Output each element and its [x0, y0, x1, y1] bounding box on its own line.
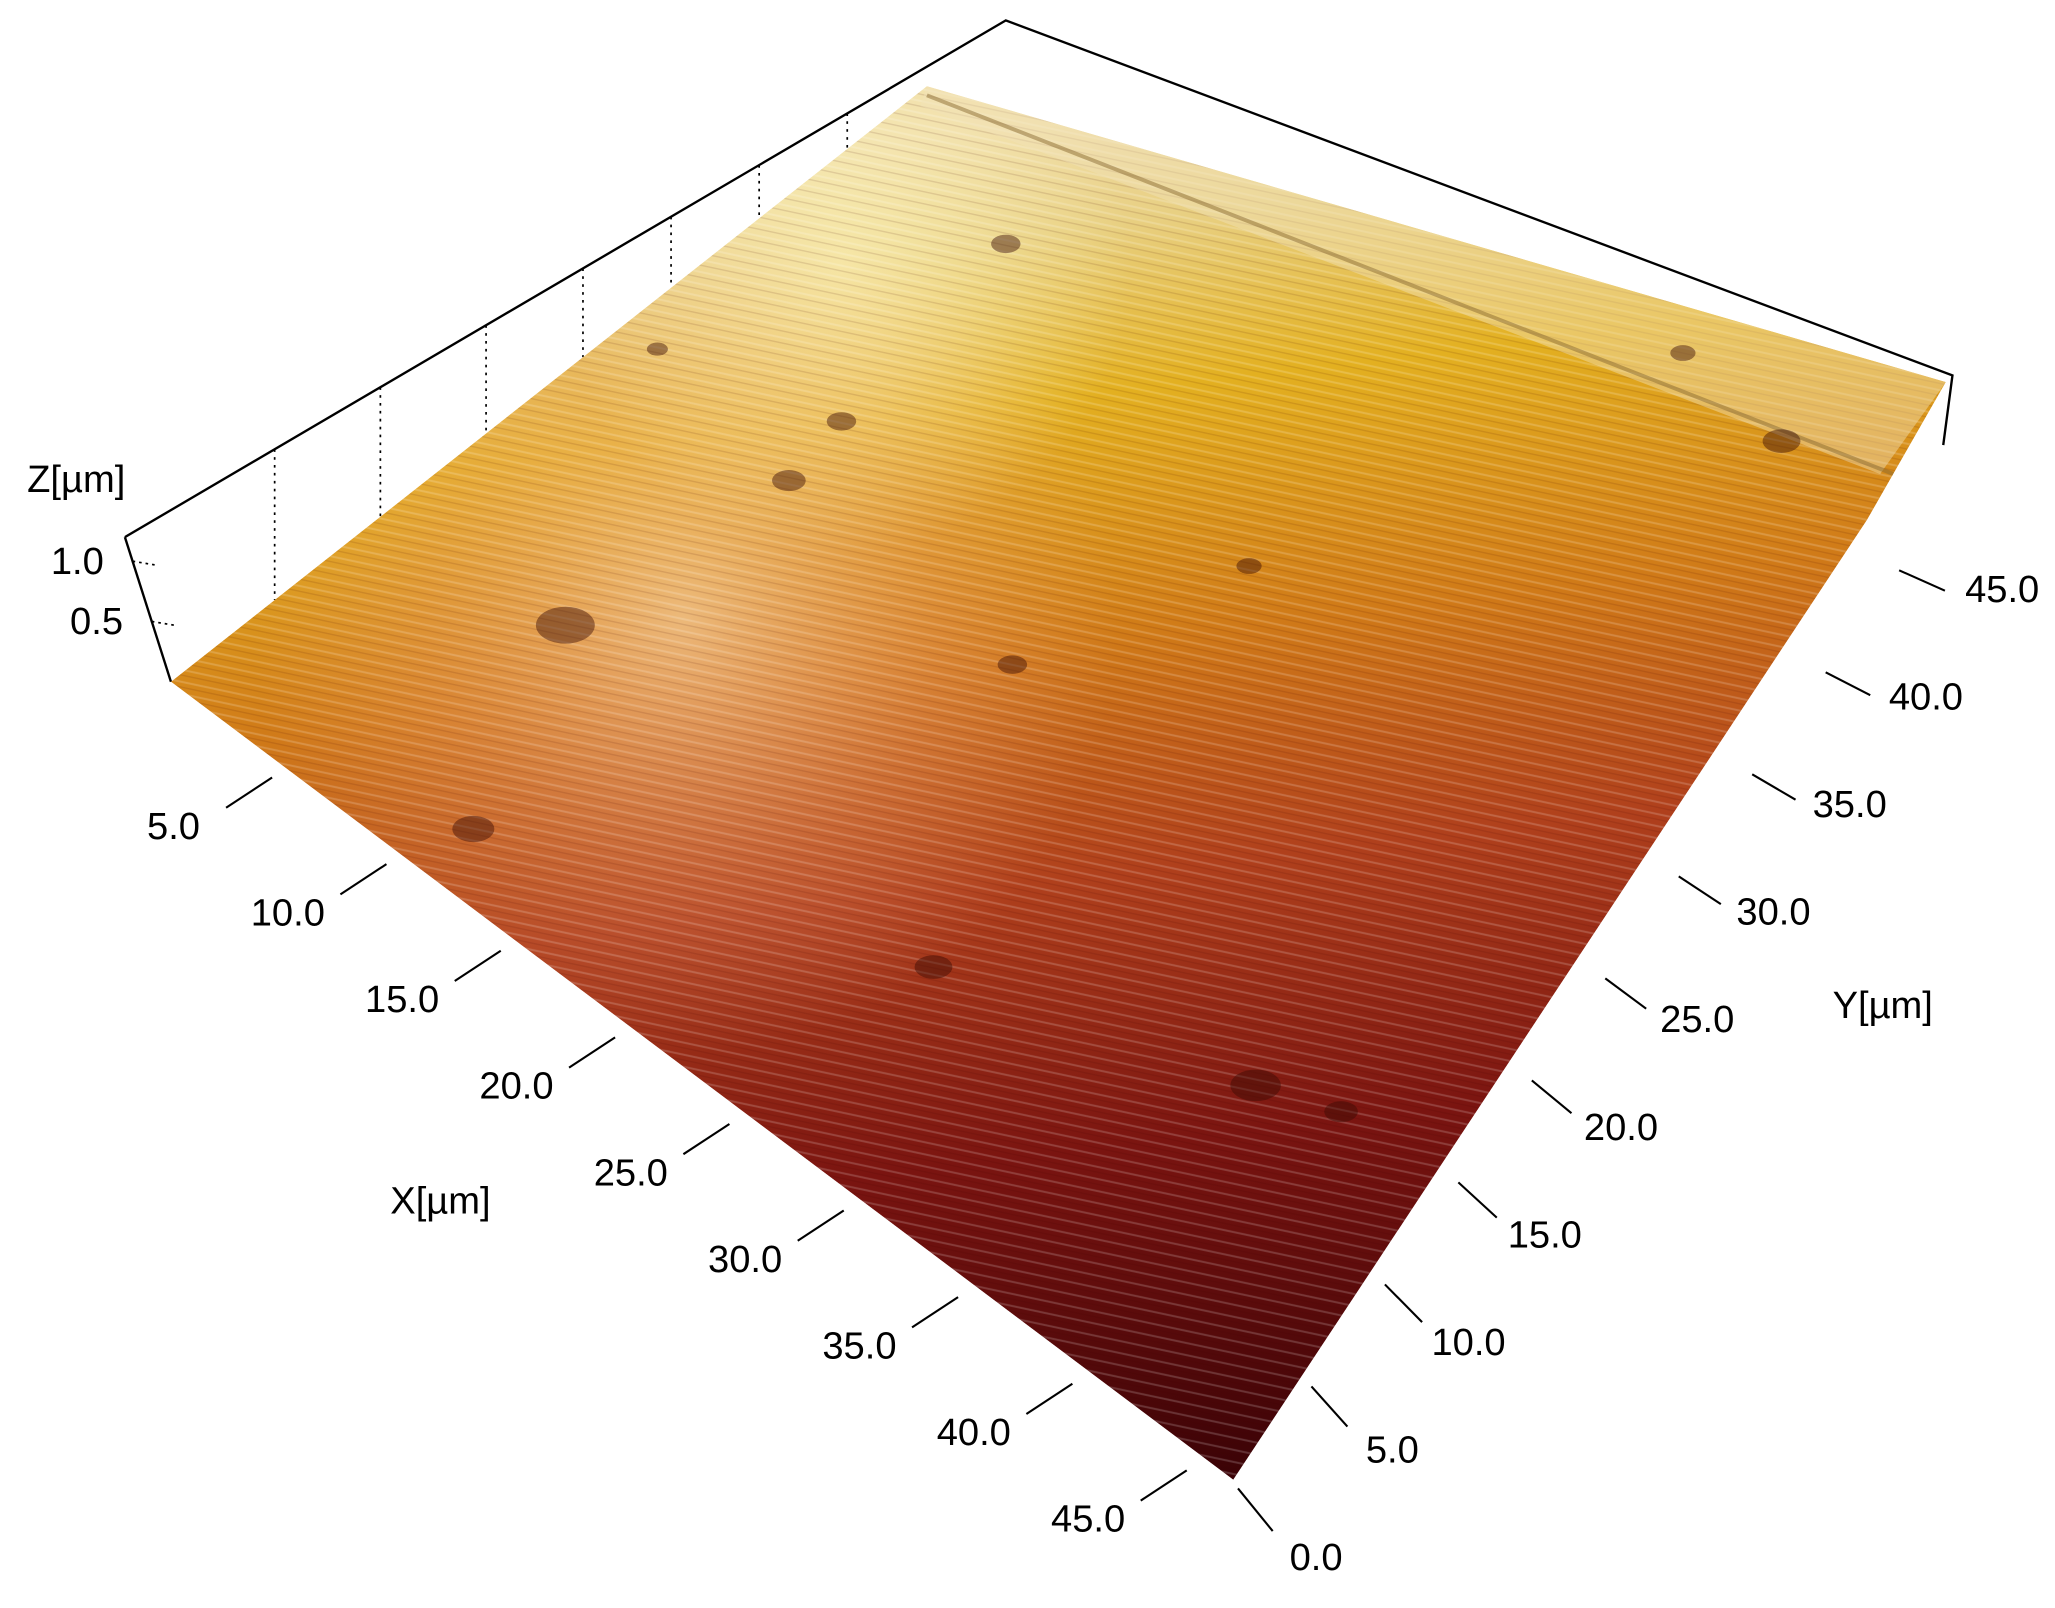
x-tick-label: 40.0: [937, 1411, 1011, 1454]
x-tick-label: 5.0: [147, 805, 200, 848]
x-tick-label: 30.0: [708, 1238, 782, 1281]
surface-pit: [452, 815, 495, 843]
y-tick: [1898, 569, 1946, 592]
surface-pit: [1670, 345, 1696, 361]
surface-pit: [997, 655, 1028, 674]
y-tick-label: 45.0: [1965, 568, 2039, 611]
y-tick-label: 35.0: [1813, 783, 1887, 826]
x-tick: [1140, 1469, 1188, 1502]
surface-pit: [826, 412, 857, 431]
y-tick: [1384, 1283, 1423, 1323]
surface-step: [926, 93, 1895, 476]
x-tick: [568, 1036, 616, 1069]
y-tick: [1237, 1487, 1274, 1532]
surface-pit: [1236, 558, 1262, 574]
x-tick-label: 15.0: [365, 978, 439, 1021]
x-tick: [225, 776, 273, 809]
surface-pit: [991, 234, 1021, 254]
back-wall: [273, 113, 849, 600]
y-tick: [1604, 977, 1647, 1010]
x-tick: [797, 1209, 845, 1242]
y-tick: [1457, 1181, 1498, 1219]
x-tick: [911, 1296, 959, 1329]
surface-pit: [1762, 429, 1801, 453]
y-tick: [1678, 875, 1722, 906]
x-tick: [682, 1123, 730, 1156]
surface-pit: [646, 342, 668, 356]
x-tick-label: 10.0: [251, 891, 325, 934]
y-tick-label: 40.0: [1889, 676, 1963, 719]
y-tick: [1751, 773, 1797, 801]
z-tick: [132, 560, 157, 566]
y-tick-label: 5.0: [1366, 1429, 1419, 1472]
z-axis-label: Z[µm]: [27, 458, 125, 501]
z-tick-label: 1.0: [51, 540, 104, 583]
surface-plateau: [920, 86, 1946, 474]
surface-pit: [1230, 1069, 1281, 1102]
y-tick-label: 0.0: [1290, 1536, 1343, 1579]
surface-pit: [535, 606, 595, 644]
surface-pit: [1324, 1101, 1358, 1123]
z-axis-edge: [123, 536, 173, 683]
z-tick-label: 0.5: [70, 600, 123, 643]
x-tick-label: 25.0: [594, 1151, 668, 1194]
y-tick-label: 15.0: [1508, 1213, 1582, 1256]
surface-texture: [170, 86, 1946, 1480]
x-tick: [339, 863, 388, 896]
y-tick-label: 10.0: [1431, 1321, 1505, 1364]
x-axis-label: X[µm]: [390, 1180, 490, 1223]
box-edge: [124, 19, 1954, 539]
y-tick: [1531, 1079, 1573, 1114]
y-axis-label: Y[µm]: [1833, 984, 1933, 1027]
y-tick-label: 20.0: [1584, 1106, 1658, 1149]
surface-pit: [1361, 196, 1387, 213]
x-tick: [454, 949, 502, 982]
y-tick-label: 25.0: [1660, 998, 1734, 1041]
y-tick: [1310, 1385, 1349, 1428]
x-tick-label: 45.0: [1051, 1498, 1125, 1541]
y-tick: [1825, 671, 1871, 697]
surface: [170, 86, 1946, 1480]
surface-pit: [772, 470, 806, 492]
x-tick: [1025, 1382, 1073, 1415]
surface-pit: [914, 955, 953, 979]
x-tick-label: 20.0: [479, 1065, 553, 1108]
z-tick: [151, 620, 176, 627]
x-tick-label: 35.0: [822, 1324, 896, 1367]
y-tick-label: 30.0: [1736, 891, 1810, 934]
